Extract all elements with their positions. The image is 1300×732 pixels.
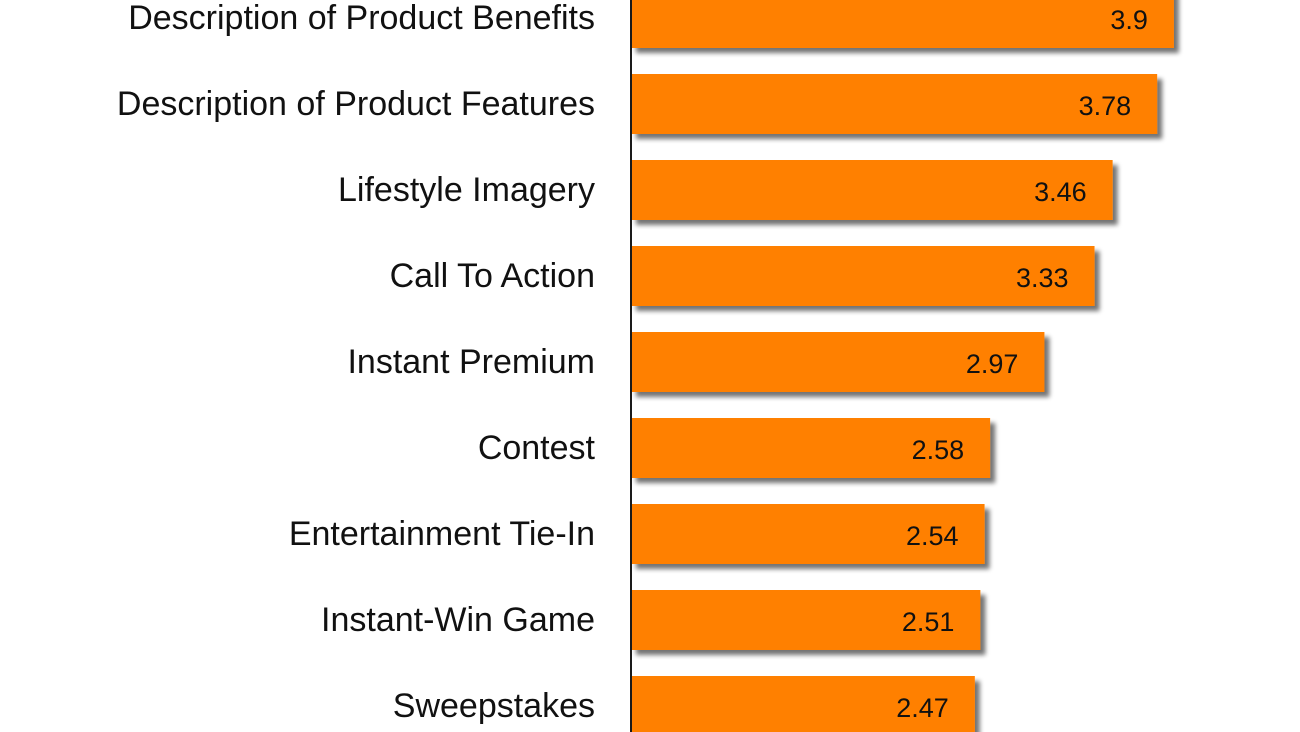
- value-label: 3.33: [1016, 263, 1069, 293]
- category-labels: Description of Product Benefits Descripti…: [117, 0, 596, 725]
- value-label: 3.46: [1034, 177, 1087, 207]
- bar: [631, 418, 991, 478]
- bar: [631, 74, 1158, 134]
- bar: [631, 590, 981, 650]
- bar: [631, 676, 975, 732]
- value-label: 2.58: [912, 435, 965, 465]
- category-label: Description of Product Features: [117, 85, 595, 123]
- category-label: Contest: [478, 429, 596, 467]
- category-label: Description of Product Benefits: [128, 0, 595, 37]
- value-label: 2.97: [966, 349, 1019, 379]
- value-label: 3.9: [1110, 5, 1148, 35]
- bar: [631, 0, 1174, 48]
- category-label: Entertainment Tie-In: [289, 515, 595, 553]
- bars-layer: [631, 0, 1174, 732]
- value-label: 2.51: [902, 607, 955, 637]
- bar: [631, 332, 1045, 392]
- category-label: Call To Action: [390, 257, 595, 295]
- bar: [631, 246, 1095, 306]
- bar: [631, 504, 985, 564]
- value-label: 2.54: [906, 521, 959, 551]
- bar: [631, 160, 1113, 220]
- category-label: Instant Premium: [347, 343, 595, 381]
- value-label: 3.78: [1079, 91, 1132, 121]
- value-label: 2.47: [896, 693, 949, 723]
- value-labels: 3.9 3.78 3.46 3.33 2.97 2.58 2.54 2.51 2.47: [896, 5, 1148, 723]
- category-label: Instant-Win Game: [321, 601, 595, 639]
- category-label: Lifestyle Imagery: [338, 171, 595, 209]
- category-label: Sweepstakes: [393, 687, 595, 725]
